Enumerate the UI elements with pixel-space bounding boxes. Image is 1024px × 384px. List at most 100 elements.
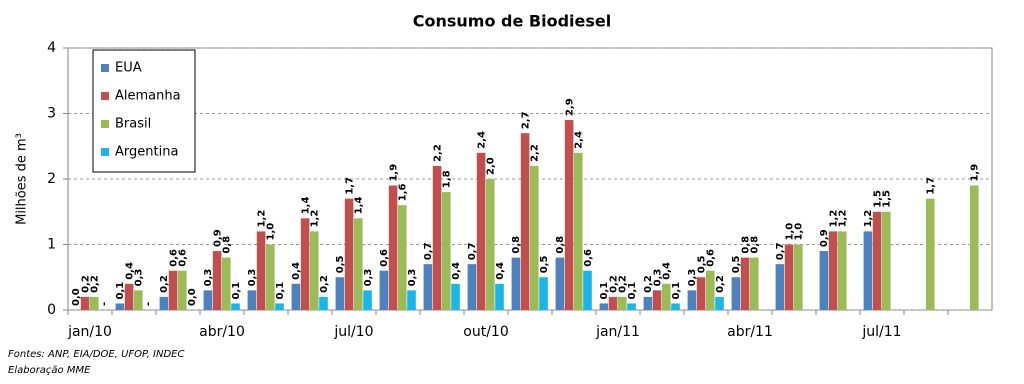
data-label: 1,7 xyxy=(926,177,937,195)
bar xyxy=(407,290,416,310)
data-label: 0,0 xyxy=(187,288,198,306)
data-label: 0,5 xyxy=(539,255,550,273)
bar xyxy=(784,244,794,310)
x-tick-label: jul/11 xyxy=(861,324,901,340)
data-label: 1,6 xyxy=(398,183,409,201)
data-label: 2,2 xyxy=(432,144,443,162)
x-tick-label: jul/10 xyxy=(333,324,373,340)
bar xyxy=(124,283,134,310)
bar xyxy=(750,257,759,310)
bar xyxy=(618,296,627,310)
x-tick-label: abr/10 xyxy=(199,324,245,340)
bar xyxy=(398,205,407,310)
data-label: 0,7 xyxy=(423,242,434,260)
bar xyxy=(671,303,680,310)
bar xyxy=(775,264,785,310)
bar xyxy=(203,290,213,310)
data-label: - xyxy=(143,302,154,306)
legend-box xyxy=(92,49,196,173)
bar xyxy=(335,277,345,310)
data-label: 1,9 xyxy=(970,164,981,182)
legend-swatch xyxy=(101,148,109,156)
data-label: 0,3 xyxy=(652,269,663,287)
data-label: 0,9 xyxy=(819,229,830,247)
data-label: 2,2 xyxy=(530,144,541,162)
x-tick-label: jan/10 xyxy=(67,324,112,340)
data-label: 0,7 xyxy=(775,242,786,260)
bar xyxy=(539,277,548,310)
data-label: 1,0 xyxy=(794,223,805,241)
bar xyxy=(828,231,838,310)
legend-label: EUA xyxy=(115,61,142,76)
bar xyxy=(564,120,574,310)
bar xyxy=(819,251,829,310)
data-label: 0,4 xyxy=(291,262,302,280)
bar xyxy=(90,296,99,310)
data-label: 0,6 xyxy=(583,249,594,267)
bar xyxy=(256,231,266,310)
data-label: 0,2 xyxy=(643,275,654,293)
data-label: 0,3 xyxy=(247,269,258,287)
bar xyxy=(715,296,724,310)
legend-swatch xyxy=(101,120,109,128)
bar xyxy=(275,303,284,310)
data-label: 0,6 xyxy=(168,249,179,267)
bar xyxy=(574,152,583,310)
data-label: 0,3 xyxy=(687,269,698,287)
bar xyxy=(530,165,539,310)
bar xyxy=(222,257,231,310)
bar xyxy=(115,303,125,310)
bar xyxy=(231,303,240,310)
bar xyxy=(247,290,257,310)
bar xyxy=(687,290,697,310)
y-tick-label: 4 xyxy=(47,40,56,56)
legend-swatch xyxy=(101,64,109,72)
y-axis-label: Milhões de m³ xyxy=(15,133,30,225)
bar xyxy=(627,303,636,310)
source-note: Fontes: ANP, EIA/DOE, UFOP, INDEC xyxy=(8,349,184,360)
data-label: 0,6 xyxy=(379,249,390,267)
data-label: 1,8 xyxy=(442,170,453,188)
data-label: 0,2 xyxy=(715,275,726,293)
bar xyxy=(794,244,803,310)
data-label: 1,2 xyxy=(863,210,874,228)
data-label: 0,1 xyxy=(231,282,242,300)
data-label: 0,8 xyxy=(222,236,233,254)
bar xyxy=(476,152,486,310)
data-label: 0,1 xyxy=(599,282,610,300)
data-label: 2,4 xyxy=(476,131,487,149)
data-label: 0,4 xyxy=(124,262,135,280)
data-label: 1,2 xyxy=(828,210,839,228)
bar xyxy=(740,257,750,310)
legend-swatch xyxy=(101,92,109,100)
data-label: 0,4 xyxy=(451,262,462,280)
bar xyxy=(926,198,935,310)
data-label: 0,8 xyxy=(740,236,751,254)
bar xyxy=(467,264,477,310)
data-label: 0,8 xyxy=(750,236,761,254)
bar xyxy=(363,290,372,310)
data-label: 1,7 xyxy=(344,177,355,195)
bar xyxy=(291,283,301,310)
data-label: 0,2 xyxy=(618,275,629,293)
bar xyxy=(423,264,433,310)
data-label: 0,3 xyxy=(203,269,214,287)
data-label: 0,6 xyxy=(178,249,189,267)
data-label: 0,4 xyxy=(495,262,506,280)
x-tick-label: jan/11 xyxy=(595,324,640,340)
data-label: 1,5 xyxy=(882,190,893,208)
bar xyxy=(872,211,882,310)
data-label: 1,9 xyxy=(388,164,399,182)
data-label: 0,5 xyxy=(731,255,742,273)
bar xyxy=(310,231,319,310)
data-label: - xyxy=(99,302,110,306)
bar xyxy=(511,257,521,310)
data-label: 0,9 xyxy=(212,229,223,247)
data-label: 1,2 xyxy=(838,210,849,228)
data-label: 0,7 xyxy=(467,242,478,260)
data-label: 0,2 xyxy=(90,275,101,293)
bar xyxy=(178,270,187,310)
bar xyxy=(696,277,706,310)
data-label: 1,5 xyxy=(872,190,883,208)
bar xyxy=(159,296,169,310)
